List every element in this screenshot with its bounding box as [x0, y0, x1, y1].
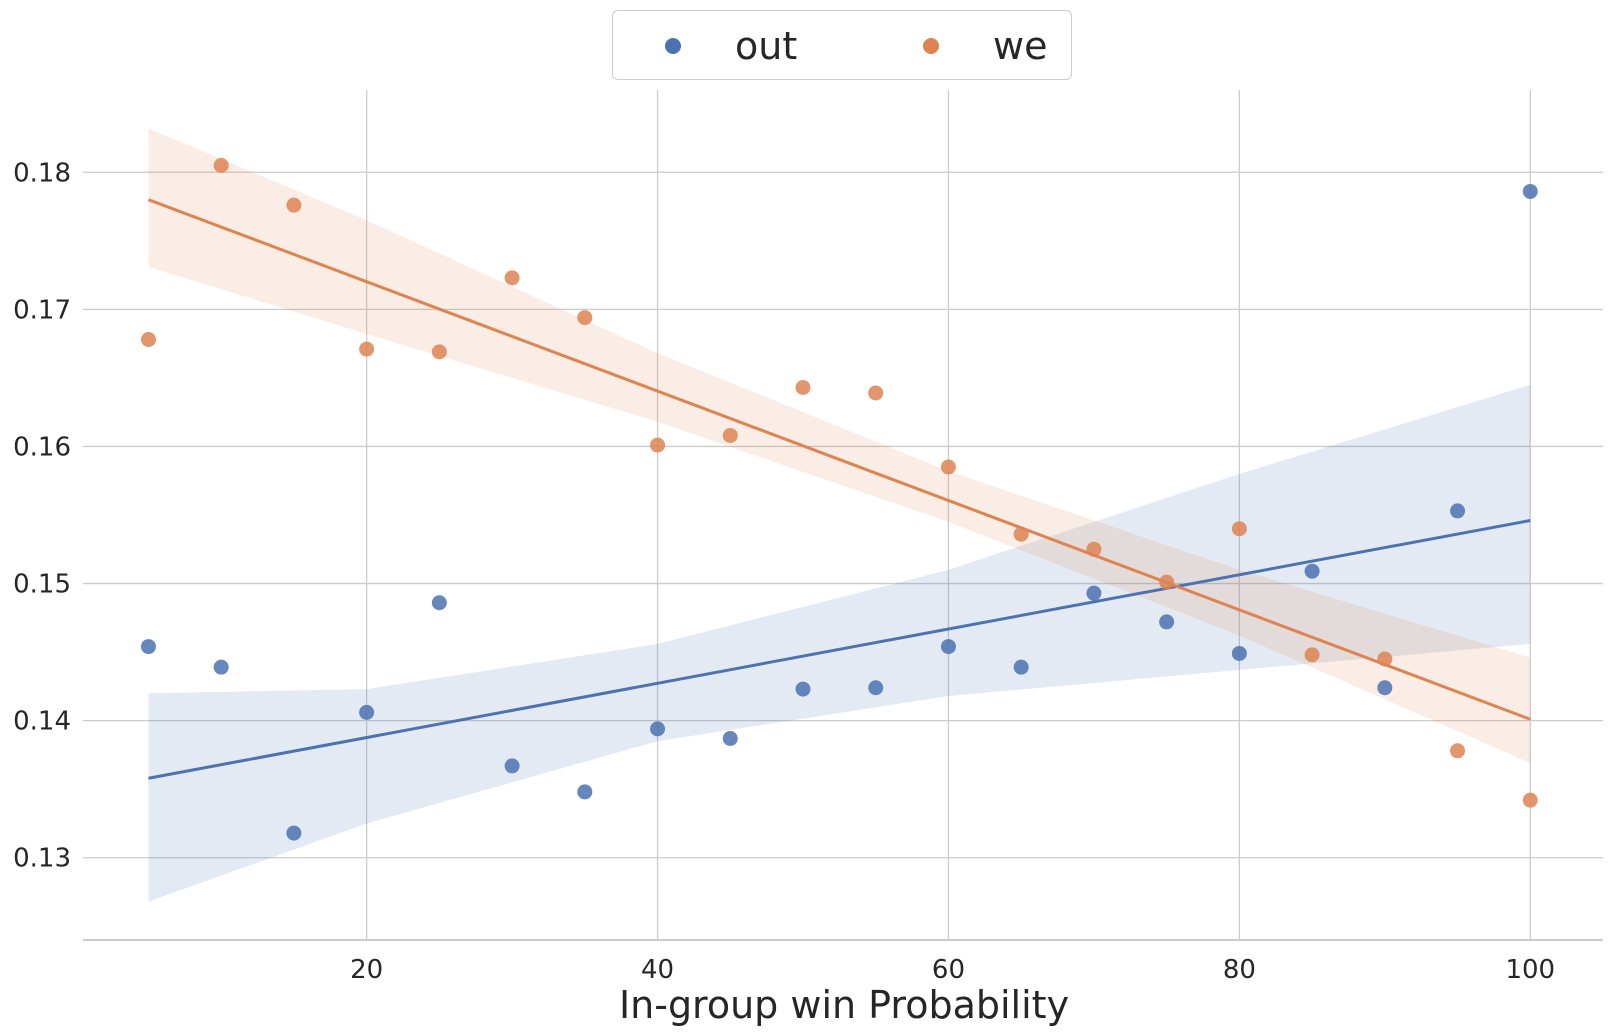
data-point-out	[431, 595, 447, 611]
data-point-out	[1159, 614, 1175, 630]
data-point-out	[940, 639, 956, 655]
regression-line-out	[148, 519, 1531, 780]
legend-marker-out	[665, 38, 681, 54]
x-axis-title: In-group win Probability	[619, 983, 1069, 1027]
data-point-out	[359, 704, 375, 720]
data-points	[140, 157, 1538, 841]
y-tick-label: 0.16	[13, 432, 71, 462]
data-point-we	[1231, 521, 1247, 537]
y-tick-label: 0.14	[13, 707, 71, 737]
legend-item-out: out	[665, 11, 797, 81]
legend-label-out: out	[735, 24, 798, 68]
legend-item-we: we	[923, 11, 1047, 81]
x-tick-label: 80	[1223, 955, 1256, 985]
data-point-out	[1013, 659, 1029, 675]
data-point-out	[140, 639, 156, 655]
data-point-we	[795, 380, 811, 395]
data-point-out	[868, 680, 884, 696]
data-point-out	[504, 758, 520, 774]
x-tick-label: 60	[932, 955, 965, 985]
x-tick-label: 40	[641, 955, 674, 985]
data-point-out	[1304, 563, 1320, 579]
x-tick-label: 100	[1505, 955, 1555, 985]
confidence-band-out	[148, 384, 1531, 902]
data-point-we	[868, 385, 884, 401]
data-point-we	[722, 427, 738, 443]
regression-line-we	[147, 198, 1531, 721]
data-point-we	[940, 459, 956, 475]
data-point-we	[1013, 526, 1029, 542]
legend-marker-we	[923, 38, 939, 54]
data-point-we	[1159, 574, 1175, 590]
data-point-we	[1086, 541, 1102, 557]
y-tick-label: 0.13	[13, 844, 71, 874]
data-point-out	[650, 721, 666, 737]
data-point-out	[1086, 585, 1102, 601]
data-point-we	[1522, 792, 1538, 808]
y-tick-label: 0.18	[13, 158, 71, 188]
data-point-we	[650, 437, 666, 453]
data-point-we	[359, 341, 375, 357]
data-point-we	[213, 157, 229, 173]
data-point-we	[431, 344, 447, 360]
axes: 0.13 0.14 0.15 0.16 0.17 0.18 20 40 60 80 100	[13, 158, 1603, 985]
data-point-out	[577, 784, 593, 800]
data-point-we	[286, 197, 302, 213]
data-point-out	[1231, 645, 1247, 661]
data-point-we	[1450, 743, 1466, 759]
data-point-we	[1377, 651, 1393, 667]
data-point-out	[1450, 503, 1466, 519]
confidence-bands	[148, 128, 1531, 902]
y-tick-label: 0.17	[13, 295, 71, 325]
data-point-out	[1377, 680, 1393, 696]
data-point-out	[722, 730, 738, 746]
y-tick-label: 0.15	[13, 570, 71, 600]
legend-label-we: we	[993, 24, 1048, 68]
grid	[83, 90, 1603, 940]
data-point-out	[795, 681, 811, 697]
data-point-we	[504, 270, 520, 286]
data-point-out	[1522, 183, 1538, 199]
data-point-out	[213, 659, 229, 675]
data-point-we	[577, 310, 593, 326]
data-point-we	[140, 332, 156, 348]
data-point-we	[1304, 647, 1320, 663]
x-tick-label: 20	[350, 955, 383, 985]
confidence-band-we	[148, 128, 1531, 764]
regression-lines	[147, 198, 1531, 780]
data-point-out	[286, 825, 302, 841]
legend: out we	[612, 10, 1072, 80]
